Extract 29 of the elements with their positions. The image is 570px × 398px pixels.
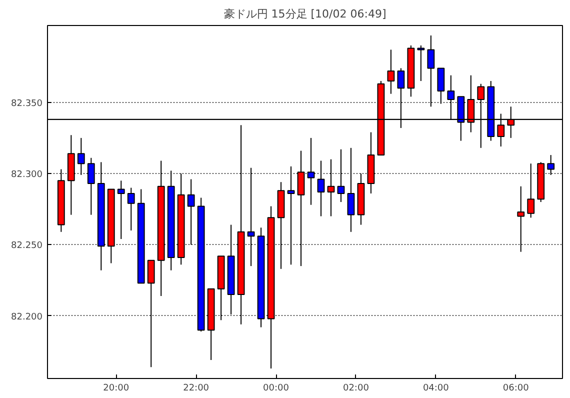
- x-tick-label: 02:00: [343, 384, 370, 394]
- candlestick: [437, 68, 445, 104]
- candlestick: [327, 158, 335, 217]
- candlestick: [547, 154, 555, 176]
- y-tick-label: 82.300: [11, 170, 43, 180]
- x-tick-label: 06:00: [502, 384, 530, 394]
- candlestick: [87, 157, 95, 216]
- y-tick-label: 82.350: [11, 98, 43, 109]
- x-tick-label: 20:00: [103, 384, 130, 394]
- candlestick: [337, 148, 345, 202]
- y-tick-label: 82.250: [11, 241, 43, 252]
- x-tick-label: 22:00: [183, 384, 210, 394]
- candlestick: [77, 137, 85, 176]
- x-tick-label: 04:00: [422, 384, 450, 394]
- x-tick-label: 00:00: [263, 384, 290, 394]
- candlestick: [307, 137, 315, 206]
- candlestick: [187, 178, 195, 246]
- candlestick: [287, 166, 295, 266]
- candlestick: [387, 49, 395, 94]
- candlestick: [317, 160, 325, 217]
- candlestick: [517, 186, 525, 252]
- y-tick-label: 82.200: [11, 312, 43, 322]
- candlestick: [247, 167, 255, 267]
- candlestick: [347, 147, 355, 232]
- candlestick: [527, 163, 535, 218]
- chart-title: 豪ドル円 15分足 [10/02 06:49]: [224, 8, 386, 20]
- candlestick: [117, 180, 125, 240]
- candlestick: [297, 150, 305, 267]
- candlestick: [127, 187, 135, 231]
